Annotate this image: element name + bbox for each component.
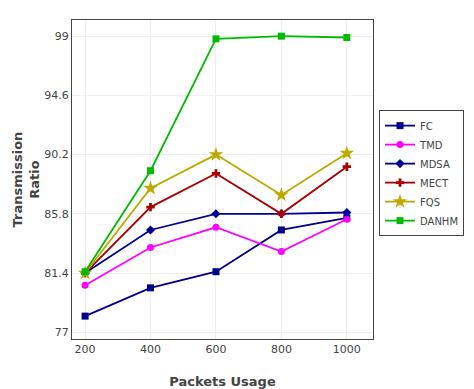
svg-text:1000: 1000 (333, 343, 361, 356)
svg-text:TransmissionRatio: TransmissionRatio (10, 132, 42, 228)
svg-text:FC: FC (420, 121, 433, 132)
svg-text:99: 99 (55, 30, 69, 43)
svg-text:800: 800 (271, 343, 292, 356)
svg-text:TMD: TMD (419, 140, 443, 151)
svg-text:MDSA: MDSA (420, 159, 450, 170)
svg-text:600: 600 (205, 343, 226, 356)
svg-text:94.6: 94.6 (44, 89, 69, 102)
svg-text:Packets Usage: Packets Usage (169, 374, 276, 389)
svg-text:FQS: FQS (420, 197, 440, 208)
svg-text:200: 200 (75, 343, 96, 356)
svg-text:81.4: 81.4 (44, 267, 69, 280)
svg-text:90.2: 90.2 (44, 148, 69, 161)
svg-text:DANHM: DANHM (420, 216, 458, 227)
svg-text:77: 77 (55, 326, 69, 339)
svg-text:400: 400 (140, 343, 161, 356)
svg-text:85.8: 85.8 (44, 208, 69, 221)
svg-text:MECT: MECT (420, 178, 449, 189)
